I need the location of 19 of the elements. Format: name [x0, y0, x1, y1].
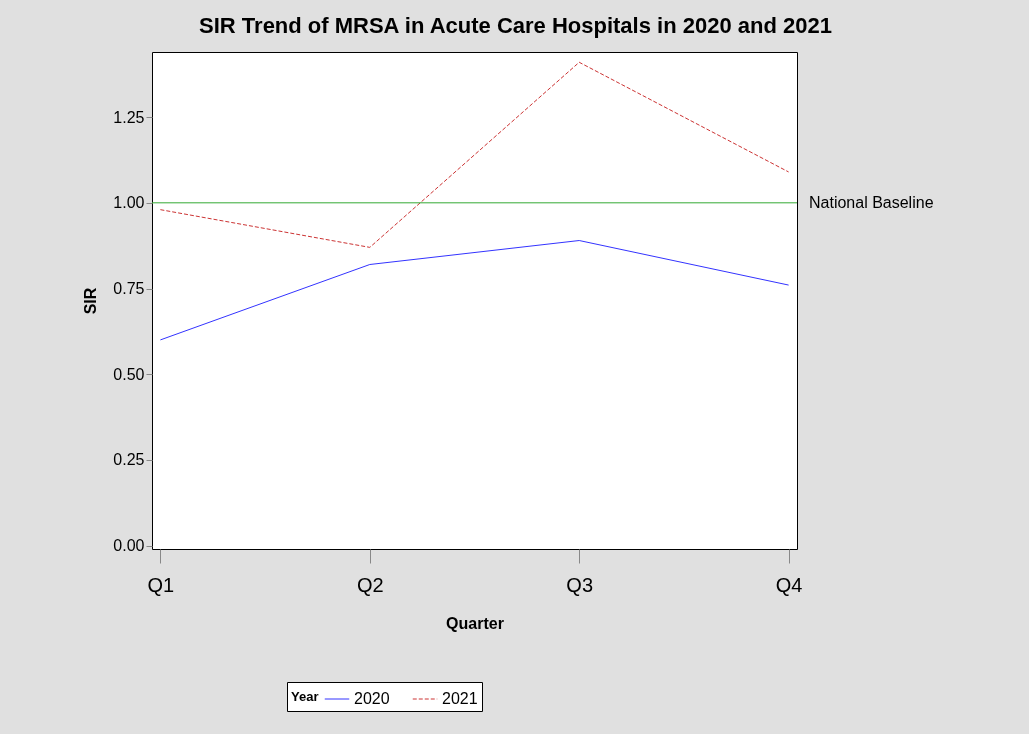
legend-label: 2020	[354, 690, 390, 707]
y-axis-title: SIR	[82, 287, 100, 315]
y-tick-label: 0.25	[113, 451, 145, 469]
y-tick-label: 0.00	[113, 537, 145, 555]
x-axis-title: Quarter	[446, 614, 504, 632]
legend-label: 2021	[442, 690, 478, 707]
y-tick-label: 1.00	[113, 194, 145, 212]
line-series	[159, 240, 790, 341]
ref-line-label: National Baseline	[809, 193, 934, 211]
legend-title: Year	[291, 689, 319, 704]
y-tick-label: 1.25	[113, 108, 145, 126]
line-series	[159, 61, 790, 248]
x-tick-label: Q1	[147, 573, 175, 596]
y-tick-label: 0.75	[113, 280, 145, 297]
chart-title: SIR Trend of MRSA in Acute Care Hospitals in 2020 and 2021	[199, 13, 832, 38]
x-tick-label: Q3	[566, 573, 594, 596]
x-tick-label: Q2	[356, 573, 384, 596]
y-tick-label: 0.50	[113, 365, 145, 383]
x-tick-label: Q4	[775, 573, 803, 596]
